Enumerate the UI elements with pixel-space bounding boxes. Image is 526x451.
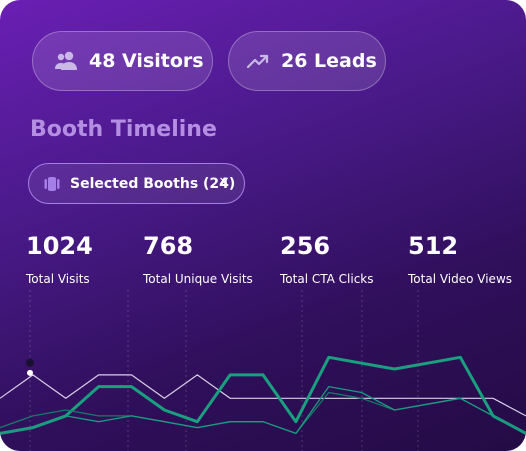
stat-value: 256 — [280, 232, 331, 260]
leads-pill[interactable]: 26 Leads — [228, 31, 386, 91]
stat-label: Total Unique Visits — [143, 272, 253, 286]
section-title: Booth Timeline — [30, 117, 217, 142]
stat-total-video-views: 512 Total Video Views — [408, 232, 512, 286]
stat-value: 1024 — [26, 232, 93, 260]
chart-series-line-4 — [0, 385, 526, 435]
selected-booths-filter-chip[interactable]: Selected Booths (24) × — [28, 163, 245, 204]
stat-value: 512 — [408, 232, 459, 260]
booth-icon — [43, 175, 61, 193]
trending-up-icon — [245, 48, 271, 74]
filter-chip-label: Selected Booths (24) — [70, 175, 236, 192]
close-icon[interactable]: × — [218, 174, 230, 190]
stat-label: Total Video Views — [408, 272, 513, 286]
chart-point-marker[interactable] — [27, 369, 33, 376]
stat-value: 768 — [143, 232, 194, 260]
stat-total-cta-clicks: 256 Total CTA Clicks — [280, 232, 374, 286]
chart-series-line-2 — [0, 355, 526, 435]
chart-point-marker[interactable] — [26, 358, 34, 367]
booth-timeline-chart — [0, 290, 526, 451]
visitors-pill[interactable]: 48 Visitors — [32, 31, 213, 91]
visitors-label: 48 Visitors — [89, 50, 204, 72]
stat-label: Total Visits — [26, 272, 90, 286]
users-icon — [53, 48, 79, 74]
stat-label: Total CTA Clicks — [280, 272, 374, 286]
chart-series-line-1 — [0, 374, 526, 417]
leads-label: 26 Leads — [281, 50, 377, 72]
stat-total-visits: 1024 Total Visits — [26, 232, 93, 286]
stat-total-unique-visits: 768 Total Unique Visits — [143, 232, 253, 286]
